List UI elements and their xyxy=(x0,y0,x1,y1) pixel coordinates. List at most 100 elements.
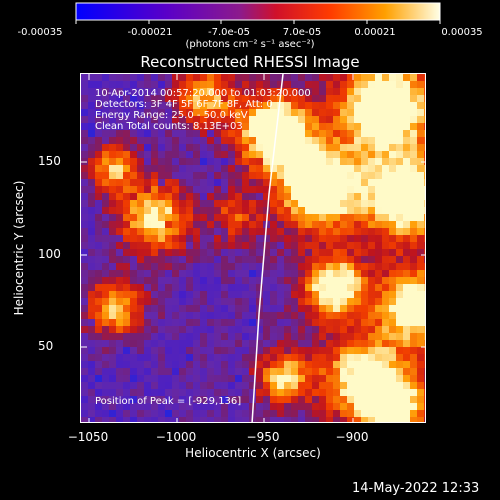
image-pixel xyxy=(221,347,228,354)
image-pixel xyxy=(424,221,425,228)
image-pixel xyxy=(319,109,326,116)
image-pixel xyxy=(312,207,319,214)
image-pixel xyxy=(109,389,116,396)
image-pixel xyxy=(305,340,312,347)
image-pixel xyxy=(109,193,116,200)
image-pixel xyxy=(81,95,88,102)
image-pixel xyxy=(396,298,403,305)
image-pixel xyxy=(249,354,256,361)
image-pixel xyxy=(396,165,403,172)
image-pixel xyxy=(326,228,333,235)
image-pixel xyxy=(284,361,291,368)
image-pixel xyxy=(403,158,410,165)
image-pixel xyxy=(417,144,424,151)
image-pixel xyxy=(326,151,333,158)
image-pixel xyxy=(179,186,186,193)
image-pixel xyxy=(410,340,417,347)
image-pixel xyxy=(144,354,151,361)
image-pixel xyxy=(319,403,326,410)
image-pixel xyxy=(172,284,179,291)
image-pixel xyxy=(116,144,123,151)
image-pixel xyxy=(312,375,319,382)
image-pixel xyxy=(298,305,305,312)
image-pixel xyxy=(109,116,116,123)
image-pixel xyxy=(172,347,179,354)
image-pixel xyxy=(144,312,151,319)
image-pixel xyxy=(228,277,235,284)
image-pixel xyxy=(389,263,396,270)
image-pixel xyxy=(200,396,207,403)
image-pixel xyxy=(235,193,242,200)
image-pixel xyxy=(186,389,193,396)
image-pixel xyxy=(277,214,284,221)
image-pixel xyxy=(144,123,151,130)
image-pixel xyxy=(361,277,368,284)
image-pixel xyxy=(403,389,410,396)
image-pixel xyxy=(368,312,375,319)
image-pixel xyxy=(319,263,326,270)
image-pixel xyxy=(368,417,375,422)
image-pixel xyxy=(172,389,179,396)
image-pixel xyxy=(298,270,305,277)
image-pixel xyxy=(410,417,417,422)
image-pixel xyxy=(102,410,109,417)
image-pixel xyxy=(305,144,312,151)
image-pixel xyxy=(263,333,270,340)
image-pixel xyxy=(326,277,333,284)
image-pixel xyxy=(235,382,242,389)
image-pixel xyxy=(333,333,340,340)
image-pixel xyxy=(109,74,116,81)
image-pixel xyxy=(256,130,263,137)
image-pixel xyxy=(214,235,221,242)
image-pixel xyxy=(137,382,144,389)
image-pixel xyxy=(172,102,179,109)
image-pixel xyxy=(298,263,305,270)
image-pixel xyxy=(130,340,137,347)
image-pixel xyxy=(347,165,354,172)
image-pixel xyxy=(319,186,326,193)
image-pixel xyxy=(263,130,270,137)
image-pixel xyxy=(270,284,277,291)
image-pixel xyxy=(368,319,375,326)
image-pixel xyxy=(375,186,382,193)
image-pixel xyxy=(417,172,424,179)
image-pixel xyxy=(354,151,361,158)
image-pixel xyxy=(256,74,263,81)
image-pixel xyxy=(165,116,172,123)
image-pixel xyxy=(186,340,193,347)
image-pixel xyxy=(354,368,361,375)
image-pixel xyxy=(319,228,326,235)
image-pixel xyxy=(424,242,425,249)
image-pixel xyxy=(326,312,333,319)
image-pixel xyxy=(375,368,382,375)
image-pixel xyxy=(270,186,277,193)
image-pixel xyxy=(326,123,333,130)
image-pixel xyxy=(179,144,186,151)
image-pixel xyxy=(102,179,109,186)
image-pixel xyxy=(417,389,424,396)
image-pixel xyxy=(186,88,193,95)
image-pixel xyxy=(137,417,144,422)
image-pixel xyxy=(375,81,382,88)
image-pixel xyxy=(403,417,410,422)
image-pixel xyxy=(95,116,102,123)
image-pixel xyxy=(130,200,137,207)
image-pixel xyxy=(137,151,144,158)
image-pixel xyxy=(214,214,221,221)
image-pixel xyxy=(123,214,130,221)
image-pixel xyxy=(123,375,130,382)
image-pixel xyxy=(396,382,403,389)
image-pixel xyxy=(109,172,116,179)
image-pixel xyxy=(354,74,361,81)
image-pixel xyxy=(200,368,207,375)
image-pixel xyxy=(102,158,109,165)
image-pixel xyxy=(298,88,305,95)
image-pixel xyxy=(158,319,165,326)
image-pixel xyxy=(389,214,396,221)
image-pixel xyxy=(333,172,340,179)
image-pixel xyxy=(333,305,340,312)
image-pixel xyxy=(305,221,312,228)
image-pixel xyxy=(305,130,312,137)
image-pixel xyxy=(144,417,151,422)
image-pixel xyxy=(151,305,158,312)
